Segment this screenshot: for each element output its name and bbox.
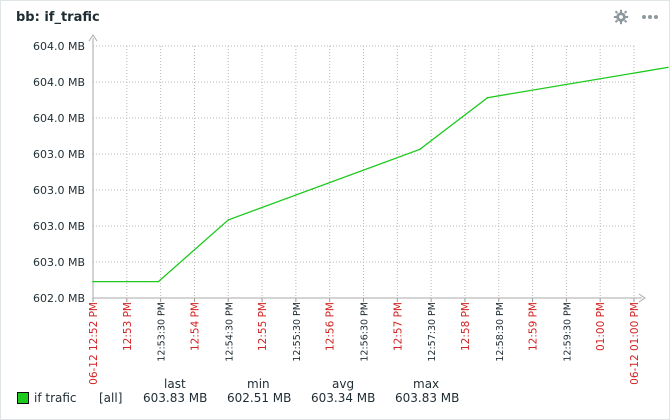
series-point xyxy=(157,280,160,283)
y-tick-label: 604.0 MB xyxy=(33,40,85,53)
y-tick-label: 603.0 MB xyxy=(33,148,85,161)
widget-title: bb: if_trafic xyxy=(16,10,100,25)
widget-header: bb: if_trafic xyxy=(1,1,670,35)
series-point xyxy=(227,219,230,221)
grid-lines xyxy=(92,45,635,299)
y-tick-label: 604.0 MB xyxy=(33,112,85,125)
legend-avg-value: 603.34 MB xyxy=(311,391,376,405)
y-axis-arrow xyxy=(88,34,98,42)
x-minor-tick-label: 12:53:30 PM xyxy=(157,302,168,362)
x-minor-tick-label: 12:56:30 PM xyxy=(360,302,371,362)
legend-header-max: max xyxy=(413,377,440,391)
legend-header-min: min xyxy=(247,377,270,391)
header-actions xyxy=(611,6,660,28)
series-point xyxy=(92,280,94,283)
legend-series-scope: [all] xyxy=(99,391,123,405)
x-major-tick-label: 06-12 01:00 PM xyxy=(629,302,641,385)
legend-series-name: if trafic xyxy=(34,391,77,405)
x-major-tick-label: 12:54 PM xyxy=(189,302,201,351)
x-major-tick-label: 12:57 PM xyxy=(392,302,404,351)
x-major-tick-label: 01:00 PM xyxy=(595,302,607,351)
series-point xyxy=(486,96,489,99)
x-major-tick-label: 06-12 12:52 PM xyxy=(88,302,100,385)
series-line-if-trafic xyxy=(93,66,668,283)
legend-last-value: 603.83 MB xyxy=(143,391,208,405)
x-major-tick-label: 12:58 PM xyxy=(460,302,472,351)
x-minor-tick-label: 12:55:30 PM xyxy=(292,302,303,362)
y-tick-label: 603.0 MB xyxy=(33,220,85,233)
y-tick-label: 602.0 MB xyxy=(33,292,85,305)
legend-header-avg: avg xyxy=(332,377,355,391)
x-minor-tick-label: 12:57:30 PM xyxy=(427,302,438,362)
x-major-tick-label: 12:55 PM xyxy=(257,302,269,351)
series-point xyxy=(419,148,421,151)
x-minor-tick-label: 12:58:30 PM xyxy=(495,302,506,362)
more-horizontal-icon[interactable] xyxy=(640,7,660,27)
x-major-tick-label: 12:59 PM xyxy=(528,302,540,351)
x-minor-tick-label: 12:54:30 PM xyxy=(224,302,235,362)
legend-min-value: 602.51 MB xyxy=(227,391,292,405)
y-tick-label: 604.0 MB xyxy=(33,76,85,89)
series-point xyxy=(667,66,669,69)
legend-swatch-if-trafic xyxy=(17,392,29,404)
x-major-tick-label: 12:53 PM xyxy=(122,302,134,351)
x-minor-tick-label: 12:59:30 PM xyxy=(562,302,573,362)
gear-icon[interactable] xyxy=(611,7,631,27)
x-major-tick-label: 12:56 PM xyxy=(325,302,337,351)
legend-header-last: last xyxy=(164,377,186,391)
x-axis-arrow xyxy=(638,293,646,303)
y-tick-label: 603.0 MB xyxy=(33,184,85,197)
y-tick-label: 603.0 MB xyxy=(33,256,85,269)
legend-max-value: 603.83 MB xyxy=(395,391,460,405)
